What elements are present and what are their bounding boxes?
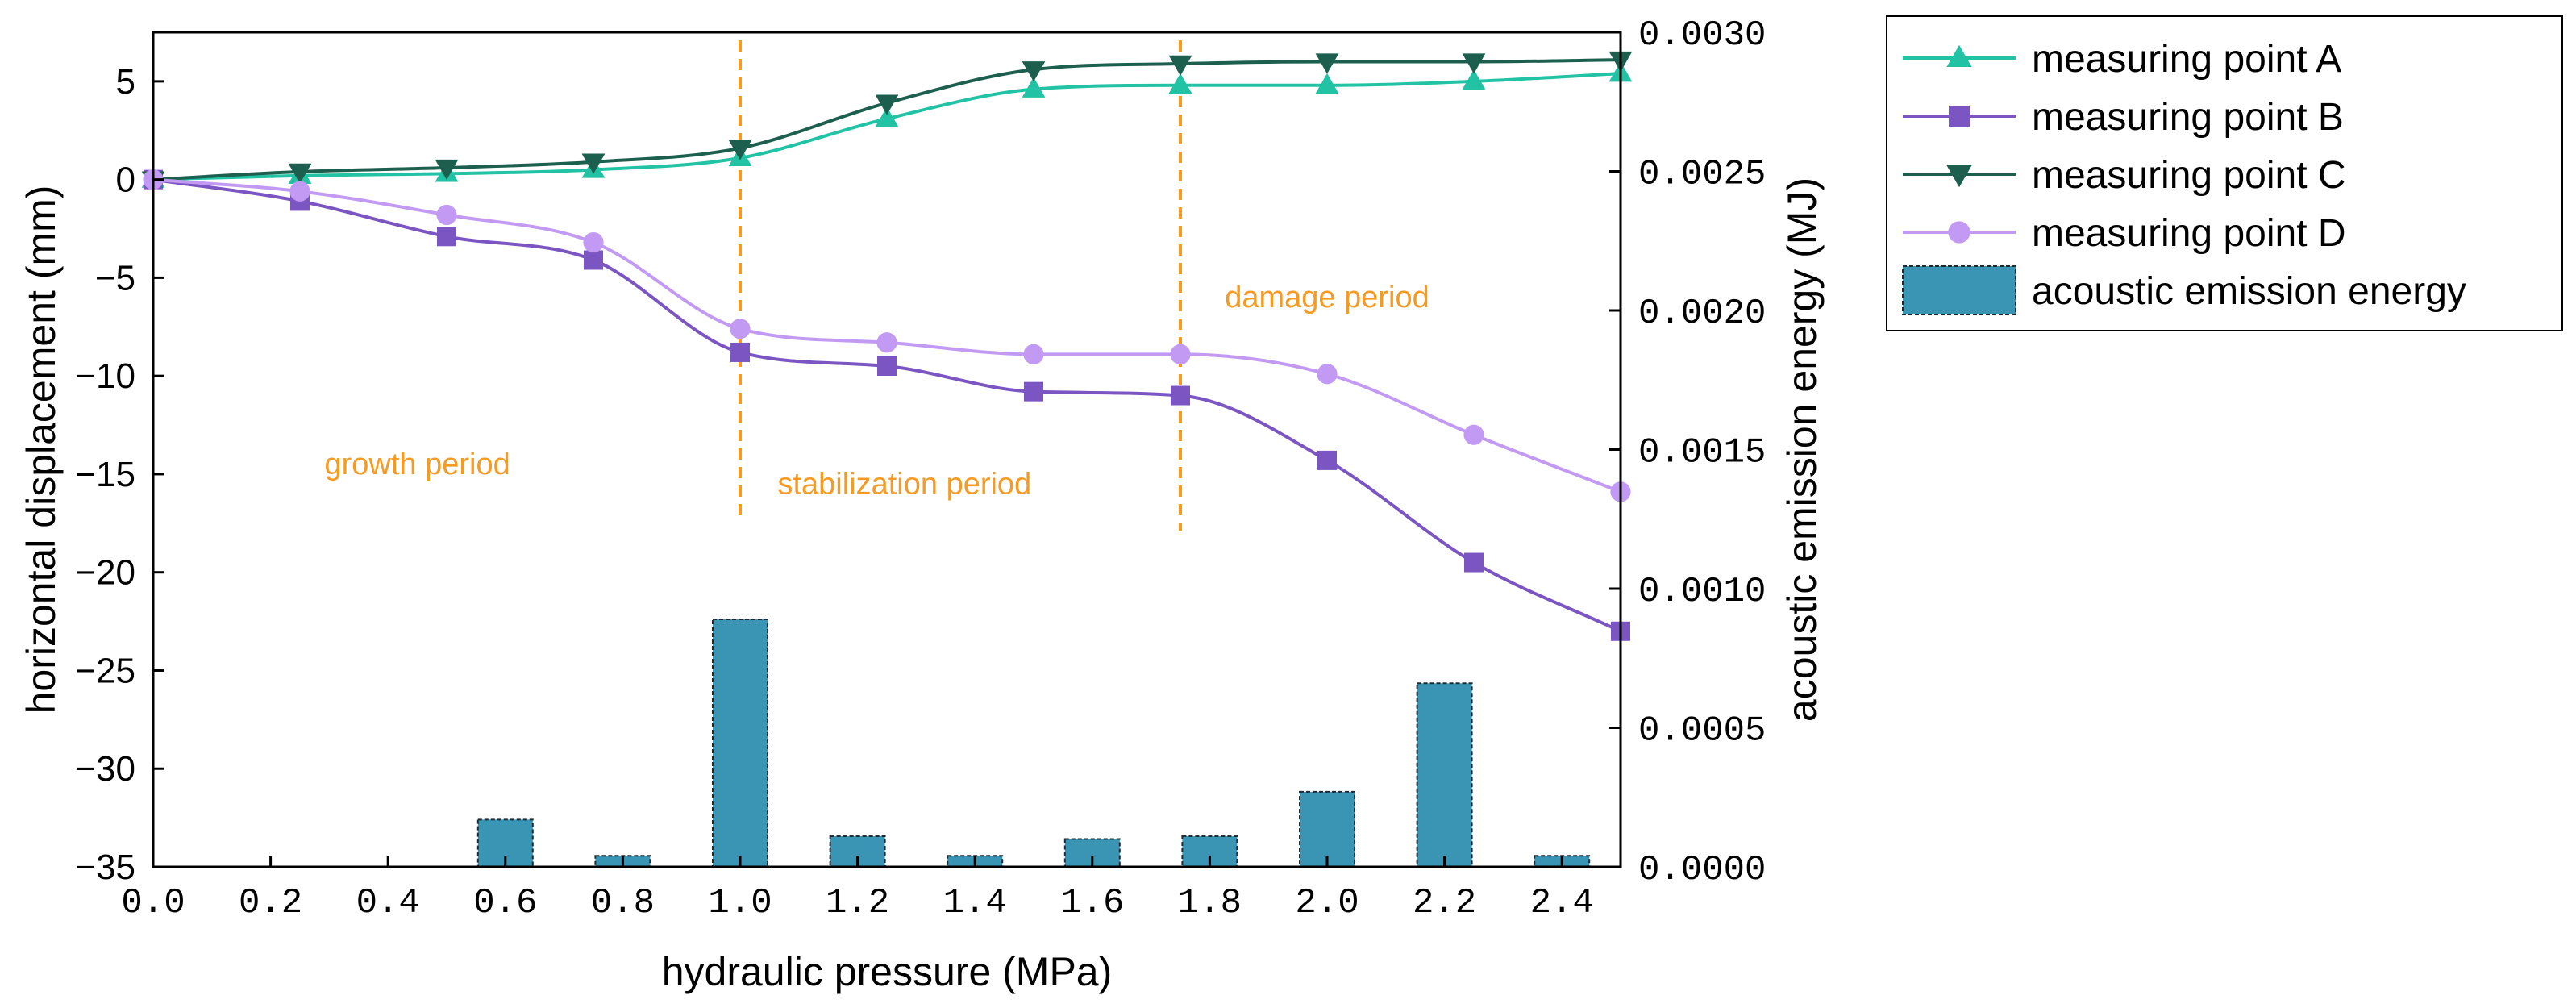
series-1-point-5 — [877, 356, 897, 376]
series-2-point-7 — [1168, 55, 1192, 76]
y2-tick-label-4: 0.0010 — [1638, 572, 1766, 612]
series-2-point-3 — [581, 153, 606, 174]
x-axis-label: hydraulic pressure (MPa) — [662, 949, 1113, 994]
series-3-point-3 — [583, 231, 604, 253]
x-tick-label-12: 2.4 — [1530, 883, 1594, 923]
legend-bar-swatch — [1902, 265, 2016, 315]
series-markers — [141, 51, 1633, 641]
series-2-point-5 — [875, 94, 899, 115]
series-2-point-4 — [728, 140, 752, 160]
series-3-point-9 — [1463, 424, 1484, 445]
y2-tick-label-5: 0.0005 — [1638, 711, 1766, 752]
x-tick-label-2: 0.4 — [356, 883, 420, 923]
x-tick-label-3: 0.6 — [473, 883, 537, 923]
series-2-point-6 — [1022, 61, 1046, 82]
series-1-point-8 — [1317, 450, 1337, 470]
legend-marker-3 — [1948, 221, 1970, 244]
series-1-point-3 — [584, 250, 603, 270]
series-line-1 — [152, 177, 1621, 633]
series-3-point-6 — [1023, 344, 1044, 364]
series-0-point-8 — [1315, 73, 1339, 94]
series-1-point-7 — [1171, 385, 1190, 406]
x-tick-label-4: 0.8 — [591, 883, 655, 923]
series-3-point-4 — [730, 319, 751, 339]
y2-tick-label-6: 0.0000 — [1638, 850, 1766, 890]
series-0-point-9 — [1462, 69, 1486, 90]
x-tick-label-8: 1.6 — [1060, 883, 1124, 923]
series-3-point-7 — [1170, 344, 1191, 364]
series-2-point-9 — [1462, 53, 1486, 74]
series-1-point-6 — [1024, 381, 1043, 402]
y-tick-label-0: 5 — [116, 62, 135, 102]
series-0-point-6 — [1022, 77, 1046, 98]
energy-bar-8 — [1416, 682, 1473, 868]
legend-marker-1 — [1949, 106, 1970, 127]
series-0-point-5 — [875, 106, 899, 127]
series-3-point-8 — [1317, 364, 1338, 385]
legend-label-bars: acoustic emission energy — [2032, 270, 2466, 313]
y-tick-label-8: −35 — [75, 848, 135, 887]
series-3-point-5 — [876, 332, 897, 353]
y2-axis-label: acoustic emission energy (MJ) — [1779, 177, 1825, 722]
series-2-point-2 — [435, 159, 459, 181]
x-tick-label-1: 0.2 — [239, 883, 302, 923]
x-tick-label-10: 2.0 — [1295, 883, 1359, 923]
x-tick-label-7: 1.4 — [943, 883, 1007, 923]
period-divider-lines — [739, 40, 1182, 531]
y-tick-label-2: −5 — [95, 258, 135, 298]
series-2-point-1 — [288, 163, 312, 184]
y-tick-label-5: −20 — [75, 553, 135, 593]
legend-marker-2 — [1946, 165, 1972, 188]
series-1-point-9 — [1464, 552, 1484, 573]
y-tick-label-6: −25 — [75, 651, 135, 690]
y-tick-label-3: −10 — [75, 356, 135, 396]
annotation-2: damage period — [1225, 281, 1429, 314]
series-3-point-1 — [289, 181, 310, 202]
series-2-point-8 — [1315, 53, 1339, 74]
energy-bar-2 — [712, 618, 768, 868]
x-tick-label-0: 0.0 — [121, 883, 185, 923]
legend-label-2: measuring point C — [2032, 154, 2346, 197]
x-tick-label-6: 1.2 — [826, 883, 889, 923]
y2-tick-label-0: 0.0030 — [1638, 15, 1766, 56]
x-tick-label-9: 1.8 — [1178, 883, 1242, 923]
legend-label-1: measuring point B — [2032, 96, 2344, 139]
legend-label-3: measuring point D — [2032, 212, 2346, 255]
series-1-point-4 — [730, 342, 750, 362]
series-3-point-2 — [436, 204, 457, 226]
series-1-point-2 — [437, 227, 456, 247]
legend-marker-0 — [1946, 44, 1972, 68]
y2-tick-label-3: 0.0015 — [1638, 433, 1766, 473]
y-tick-label-7: −30 — [75, 749, 135, 789]
bars-layer — [476, 618, 1591, 868]
x-tick-label-5: 1.0 — [708, 883, 772, 923]
y-tick-label-4: −15 — [75, 455, 135, 494]
legend-label-0: measuring point A — [2032, 38, 2341, 81]
y-axis-label: horizontal displacement (mm) — [19, 185, 64, 714]
annotation-0: growth period — [324, 448, 510, 481]
period-annotations: growth period stabilization period damage … — [324, 281, 1429, 501]
axis-ticks: 0.0 0.2 0.4 0.6 0.8 1.0 1.2 1.4 1.6 1.8 2.0 2.2 2.4 5… — [75, 15, 1766, 923]
y2-tick-label-2: 0.0020 — [1638, 294, 1766, 334]
series-0-point-7 — [1168, 73, 1192, 94]
annotation-1: stabilization period — [777, 467, 1031, 501]
legend: measuring point A measuring point B measur… — [1886, 15, 2563, 331]
x-tick-label-11: 2.2 — [1413, 883, 1476, 923]
y-tick-label-1: 0 — [116, 160, 135, 200]
y2-tick-label-1: 0.0025 — [1638, 155, 1766, 195]
